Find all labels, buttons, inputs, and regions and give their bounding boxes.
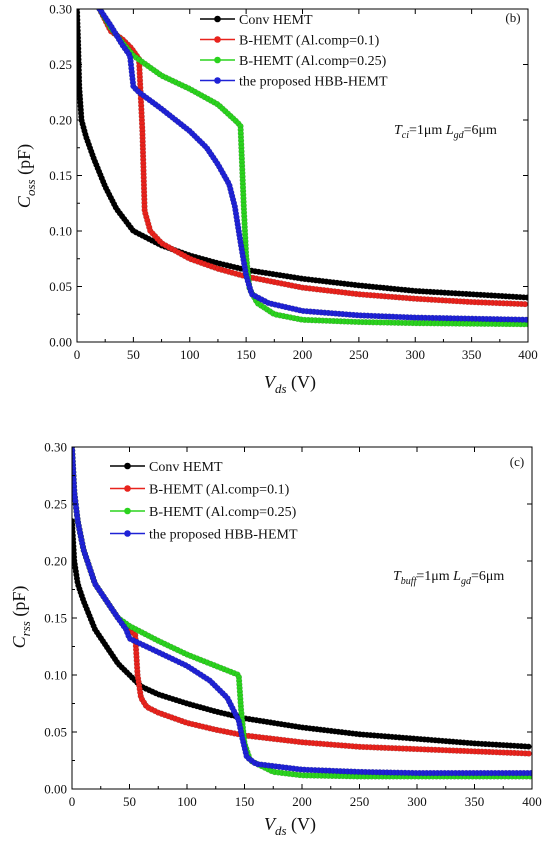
legend-entry-label: Conv HEMT bbox=[149, 460, 223, 475]
x-tick-label: 0 bbox=[69, 794, 76, 809]
y-axis-title: Coss (pF) bbox=[14, 144, 38, 208]
y-tick-label: 0.00 bbox=[49, 335, 72, 350]
x-tick-label: 300 bbox=[406, 347, 426, 362]
y-tick-label: 0.25 bbox=[49, 57, 72, 72]
legend-entry-label: B-HEMT (Al.comp=0.25) bbox=[149, 505, 297, 520]
series-group bbox=[77, 9, 528, 328]
y-tick-label: 0.00 bbox=[44, 782, 67, 797]
x-tick-label: 350 bbox=[465, 794, 485, 809]
legend-swatch-marker bbox=[124, 507, 131, 515]
x-tick-label: 250 bbox=[350, 794, 370, 809]
data-point bbox=[525, 743, 532, 750]
plot-frame bbox=[71, 446, 533, 790]
x-tick-label: 50 bbox=[123, 794, 136, 809]
data-point bbox=[524, 294, 528, 301]
series-line-3 bbox=[72, 447, 532, 774]
x-tick-label: 150 bbox=[235, 794, 255, 809]
x-tick-label: 250 bbox=[349, 347, 369, 362]
data-point bbox=[527, 769, 532, 777]
legend-swatch-marker bbox=[214, 15, 221, 23]
parameter-annotation: Tci=1μm Lgd=6μm bbox=[394, 123, 497, 141]
panel-label: (b) bbox=[505, 10, 520, 25]
x-tick-label: 300 bbox=[407, 794, 427, 809]
y-tick-label: 0.20 bbox=[49, 113, 72, 128]
y-tick-label: 0.15 bbox=[49, 168, 72, 183]
legend-swatch-marker bbox=[124, 462, 131, 470]
y-axis-title: Crss (pF) bbox=[9, 586, 33, 649]
chart-panel-0: 0 50 100 150 200 250 300 350 400 0.00 0.05 0.10 0.15… bbox=[14, 2, 538, 397]
legend-entry-label: B-HEMT (Al.comp=0.1) bbox=[149, 483, 290, 498]
y-tick-label: 0.30 bbox=[49, 2, 72, 17]
x-tick-label: 200 bbox=[293, 347, 313, 362]
panel-label: (c) bbox=[510, 454, 524, 469]
x-tick-label: 100 bbox=[177, 794, 197, 809]
y-tick-label: 0.25 bbox=[44, 497, 67, 512]
y-tick-label: 0.10 bbox=[49, 224, 72, 239]
x-tick-label: 50 bbox=[127, 347, 140, 362]
data-point bbox=[521, 301, 528, 308]
y-tick-label: 0.05 bbox=[49, 279, 72, 294]
y-tick-label: 0.30 bbox=[44, 440, 67, 455]
x-axis-title: Vds (V) bbox=[264, 814, 316, 838]
x-tick-label: 100 bbox=[180, 347, 200, 362]
y-tick-label: 0.05 bbox=[44, 725, 67, 740]
series-group bbox=[72, 447, 532, 780]
legend-entry-label: the proposed HBB-HEMT bbox=[239, 75, 388, 90]
x-tick-label: 0 bbox=[74, 347, 81, 362]
parameter-annotation: Tbuff=1μm Lgd=6μm bbox=[393, 569, 504, 587]
legend-entry-label: B-HEMT (Al.comp=0.25) bbox=[239, 54, 387, 69]
x-tick-label: 350 bbox=[462, 347, 482, 362]
data-point bbox=[523, 316, 528, 323]
legend-entry-label: the proposed HBB-HEMT bbox=[149, 528, 298, 543]
x-tick-label: 400 bbox=[518, 347, 538, 362]
chart-panel-1: 0 50 100 150 200 250 300 350 400 0.00 0.05 0.10 0.15… bbox=[9, 440, 542, 839]
y-tick-label: 0.15 bbox=[44, 611, 67, 626]
legend-entry-label: Conv HEMT bbox=[239, 13, 313, 28]
legend-swatch-marker bbox=[214, 77, 221, 84]
legend-swatch-marker bbox=[214, 36, 221, 43]
series-line-1 bbox=[72, 447, 532, 755]
legend-swatch-marker bbox=[124, 530, 131, 537]
legend-swatch-marker bbox=[124, 485, 131, 492]
legend-entry-label: B-HEMT (Al.comp=0.1) bbox=[239, 34, 380, 49]
data-point bbox=[525, 750, 532, 757]
x-tick-label: 200 bbox=[292, 794, 312, 809]
x-tick-label: 150 bbox=[236, 347, 256, 362]
x-axis-title: Vds (V) bbox=[264, 372, 316, 396]
legend: Conv HEMT B-HEMT (Al.comp=0.1) B-HEMT (Al.… bbox=[200, 13, 388, 90]
legend-swatch-marker bbox=[214, 56, 221, 64]
x-tick-label: 400 bbox=[522, 794, 542, 809]
y-tick-label: 0.10 bbox=[44, 668, 67, 683]
y-tick-label: 0.20 bbox=[44, 554, 67, 569]
legend: Conv HEMT B-HEMT (Al.comp=0.1) B-HEMT (Al.… bbox=[110, 460, 298, 543]
